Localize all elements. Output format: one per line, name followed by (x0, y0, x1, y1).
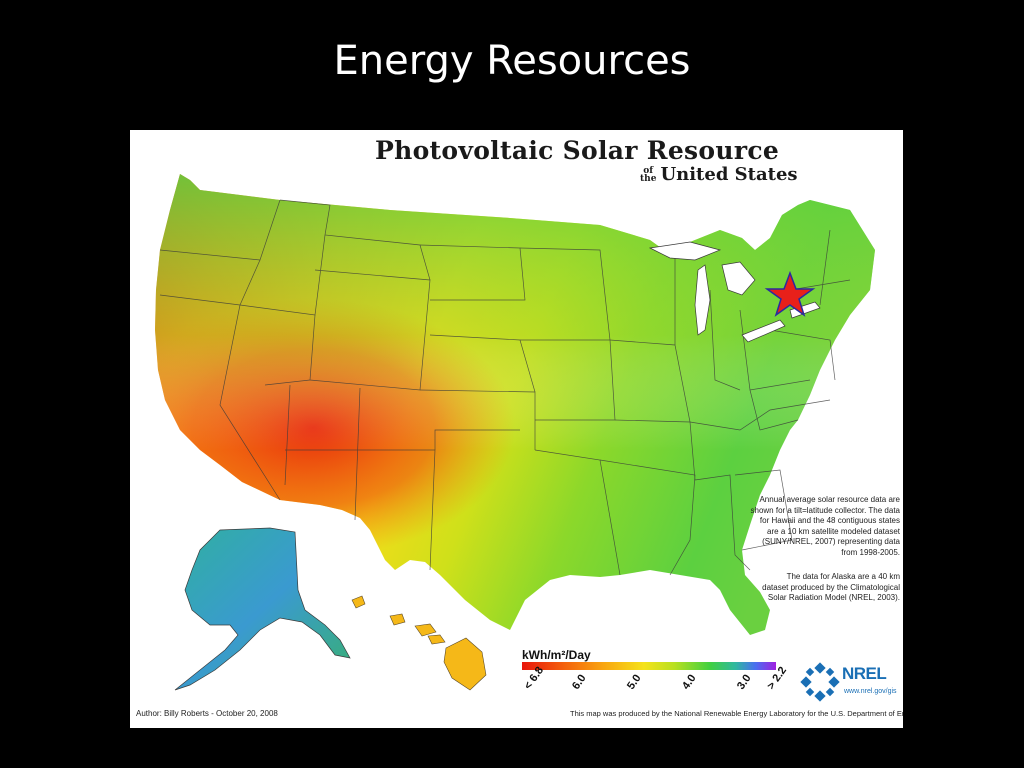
solar-resource-map: Photovoltaic Solar Resource of the United … (130, 130, 903, 728)
credit-line: This map was produced by the National Re… (570, 709, 903, 718)
map-subtitle: of the United States (640, 164, 798, 185)
data-note-alaska: The data for Alaska are a 40 km dataset … (762, 572, 900, 602)
hawaii-islands (351, 595, 487, 691)
great-lakes (648, 241, 821, 343)
of-the-small: of the (640, 166, 657, 184)
slide-title: Energy Resources (333, 38, 691, 84)
map-title: Photovoltaic Solar Resource (375, 136, 780, 165)
nrel-logo-text: NREL (842, 664, 887, 683)
nrel-url: www.nrel.gov/gis (844, 688, 897, 695)
author-line: Author: Billy Roberts - October 20, 2008 (136, 709, 278, 718)
alaska-shape (174, 527, 351, 691)
us-map-graphic (155, 174, 875, 691)
red-star-icon (764, 270, 816, 317)
legend-title: kWh/m²/Day (522, 648, 591, 662)
legend-color-bar (522, 662, 776, 670)
data-note-primary: Annual average solar resource data are s… (750, 495, 901, 557)
nrel-logo-icon (800, 662, 840, 702)
state-boundaries (159, 199, 851, 576)
